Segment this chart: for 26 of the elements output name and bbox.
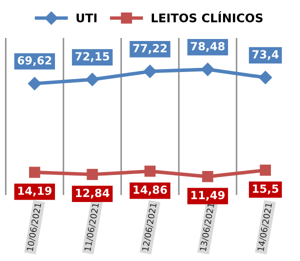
data-label: 69,62 <box>18 56 52 66</box>
point <box>86 72 99 86</box>
x-tick-label: 14/06/2021 <box>257 202 273 252</box>
point <box>144 166 156 177</box>
point <box>86 168 98 180</box>
point <box>260 164 271 176</box>
point <box>28 76 42 90</box>
data-label: 78,48 <box>190 42 225 52</box>
data-label: 77,22 <box>133 44 167 54</box>
data-label: 12,84 <box>76 188 110 199</box>
data-label: 72,15 <box>75 52 110 62</box>
point <box>258 70 272 84</box>
data-label: 11,49 <box>191 190 225 201</box>
x-tick-label: 12/06/2021 <box>142 202 158 252</box>
legend-label: UTI <box>76 14 96 22</box>
point <box>143 64 157 78</box>
point <box>29 166 40 178</box>
data-label: 14,86 <box>134 185 167 196</box>
point <box>202 171 214 182</box>
x-tick-label: 11/06/2021 <box>84 202 100 252</box>
legend-label: LEITOS CLÍNICOS <box>152 11 263 22</box>
data-label: 15,5 <box>252 184 278 194</box>
data-label: 14,19 <box>18 186 52 196</box>
x-tick-label: 13/06/2021 <box>200 202 215 252</box>
data-label: 73,4 <box>252 50 279 60</box>
point <box>201 62 214 76</box>
